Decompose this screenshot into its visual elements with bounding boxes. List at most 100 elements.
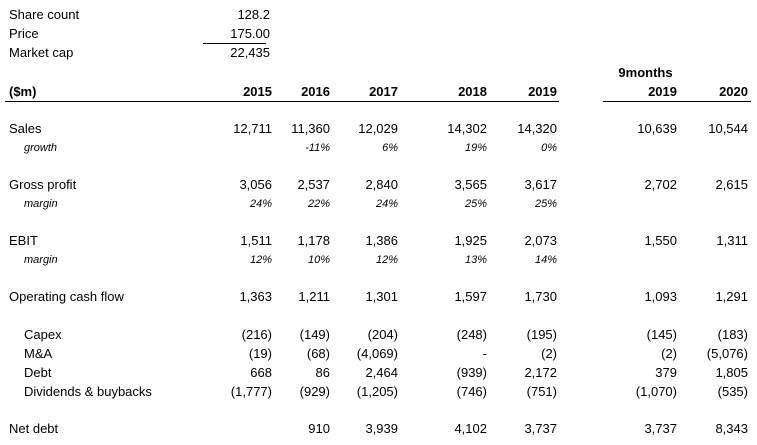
- cell-ebit-2018: 1,925: [454, 233, 487, 248]
- row-label-ebit: EBIT: [9, 233, 38, 248]
- cell-capex-2019: (195): [526, 327, 557, 342]
- cell-debt-2019: 2,172: [524, 365, 557, 380]
- cell-net-debt-2017: 3,939: [365, 421, 398, 436]
- year-header-2017: 2017: [369, 84, 398, 99]
- cell-debt-2017: 2,464: [365, 365, 398, 380]
- cell-sales-2015: 12,711: [233, 121, 272, 136]
- cell-m-and-a-2019: (2): [541, 346, 557, 361]
- cell-sales-2017: 12,029: [358, 121, 398, 136]
- cell-net-debt-2016: 910: [308, 421, 330, 436]
- cell-sales-growth-2016: -11%: [305, 142, 330, 154]
- header-rule-main: [5, 101, 559, 102]
- row-label-m-and-a: M&A: [24, 346, 53, 361]
- cell-dividends-buybacks-2015: (1,777): [230, 384, 272, 399]
- cell-capex-2018: (248): [456, 327, 487, 342]
- cell-gross-profit-2016: 2,537: [297, 177, 330, 192]
- row-label-operating-cash-flow: Operating cash flow: [9, 289, 124, 304]
- cell-gross-margin-2017: 24%: [375, 198, 398, 210]
- cell-m-and-a-2018: -: [482, 346, 487, 361]
- cell-dividends-buybacks-2016: (929): [299, 384, 330, 399]
- cell-dividends-buybacks-9m-2019: (1,070): [635, 384, 677, 399]
- cell-net-debt-2019: 3,737: [524, 421, 557, 436]
- cell-debt-2015: 668: [250, 365, 272, 380]
- period-label: 9months: [618, 65, 673, 80]
- cell-net-debt-9m-2019: 3,737: [644, 421, 677, 436]
- cell-gross-margin-2016: 22%: [307, 198, 330, 210]
- row-label-sales: Sales: [9, 121, 42, 136]
- cell-net-debt-2018: 4,102: [454, 421, 487, 436]
- cell-capex-2016: (149): [299, 327, 330, 342]
- cell-capex-2015: (216): [241, 327, 272, 342]
- cell-debt-2018: (939): [456, 365, 487, 380]
- cell-m-and-a-2015: (19): [248, 346, 272, 361]
- cell-operating-cash-flow-9m-2020: 1,291: [715, 289, 748, 304]
- row-label-gross-profit: Gross profit: [9, 177, 77, 192]
- year-header-2019: 2019: [528, 84, 557, 99]
- cell-m-and-a-9m-2019: (2): [661, 346, 677, 361]
- cell-ebit-2016: 1,178: [297, 233, 330, 248]
- row-label-net-debt: Net debt: [9, 421, 59, 436]
- row-label-capex: Capex: [24, 327, 62, 342]
- year-header-2018: 2018: [458, 84, 487, 99]
- row-label-dividends-buybacks: Dividends & buybacks: [24, 384, 152, 399]
- cell-debt-2016: 86: [315, 365, 330, 380]
- price-label: Price: [9, 26, 39, 41]
- cell-operating-cash-flow-2015: 1,363: [239, 289, 272, 304]
- cell-ebit-2019: 2,073: [524, 233, 557, 248]
- cell-gross-profit-2019: 3,617: [524, 177, 557, 192]
- cell-ebit-margin-2015: 12%: [249, 254, 272, 266]
- market-cap-label: Market cap: [9, 45, 74, 60]
- cell-dividends-buybacks-2017: (1,205): [356, 384, 398, 399]
- cell-capex-9m-2019: (145): [646, 327, 677, 342]
- price-underline: [203, 43, 266, 44]
- cell-operating-cash-flow-2019: 1,730: [524, 289, 557, 304]
- cell-m-and-a-2017: (4,069): [356, 346, 398, 361]
- price-value: 175.00: [230, 26, 270, 41]
- cell-sales-growth-2017: 6%: [382, 142, 398, 154]
- row-label-gross-margin: margin: [24, 198, 58, 210]
- cell-ebit-9m-2020: 1,311: [716, 233, 748, 248]
- share-count-value: 128.2: [237, 7, 270, 22]
- cell-gross-margin-2015: 24%: [249, 198, 272, 210]
- unit-label: ($m): [9, 84, 37, 99]
- cell-ebit-margin-2017: 12%: [375, 254, 398, 266]
- cell-sales-2019: 14,320: [517, 121, 557, 136]
- cell-m-and-a-9m-2020: (5,076): [706, 346, 748, 361]
- cell-ebit-margin-2016: 10%: [307, 254, 330, 266]
- cell-gross-margin-2019: 25%: [534, 198, 557, 210]
- cell-sales-2016: 11,360: [291, 121, 330, 136]
- cell-gross-margin-2018: 25%: [464, 198, 487, 210]
- header-rule-period: [603, 101, 751, 102]
- cell-m-and-a-2016: (68): [306, 346, 330, 361]
- period-year-header-2019: 2019: [648, 84, 677, 99]
- cell-ebit-9m-2019: 1,550: [644, 233, 677, 248]
- row-label-ebit-margin: margin: [24, 254, 58, 266]
- row-label-sales-growth: growth: [24, 142, 58, 154]
- cell-gross-profit-9m-2020: 2,615: [715, 177, 748, 192]
- cell-net-debt-9m-2020: 8,343: [715, 421, 748, 436]
- cell-operating-cash-flow-2017: 1,301: [365, 289, 398, 304]
- cell-ebit-2017: 1,386: [365, 233, 398, 248]
- cell-gross-profit-2018: 3,565: [454, 177, 487, 192]
- cell-sales-9m-2019: 10,639: [637, 121, 677, 136]
- cell-capex-9m-2020: (183): [717, 327, 748, 342]
- cell-ebit-margin-2018: 13%: [464, 254, 487, 266]
- cell-operating-cash-flow-2018: 1,597: [454, 289, 487, 304]
- cell-debt-9m-2020: 1,805: [715, 365, 748, 380]
- row-label-debt: Debt: [24, 365, 52, 380]
- cell-sales-growth-2019: 0%: [541, 142, 557, 154]
- cell-dividends-buybacks-2019: (751): [526, 384, 557, 399]
- year-header-2015: 2015: [243, 84, 272, 99]
- market-cap-value: 22,435: [230, 45, 270, 60]
- share-count-label: Share count: [9, 7, 80, 22]
- cell-sales-9m-2020: 10,544: [708, 121, 748, 136]
- cell-ebit-margin-2019: 14%: [534, 254, 557, 266]
- cell-sales-growth-2018: 19%: [464, 142, 487, 154]
- cell-operating-cash-flow-9m-2019: 1,093: [644, 289, 677, 304]
- cell-operating-cash-flow-2016: 1,211: [298, 289, 330, 304]
- year-header-2016: 2016: [301, 84, 330, 99]
- cell-dividends-buybacks-2018: (746): [456, 384, 487, 399]
- cell-capex-2017: (204): [367, 327, 398, 342]
- cell-gross-profit-2015: 3,056: [239, 177, 272, 192]
- period-year-header-2020: 2020: [719, 84, 748, 99]
